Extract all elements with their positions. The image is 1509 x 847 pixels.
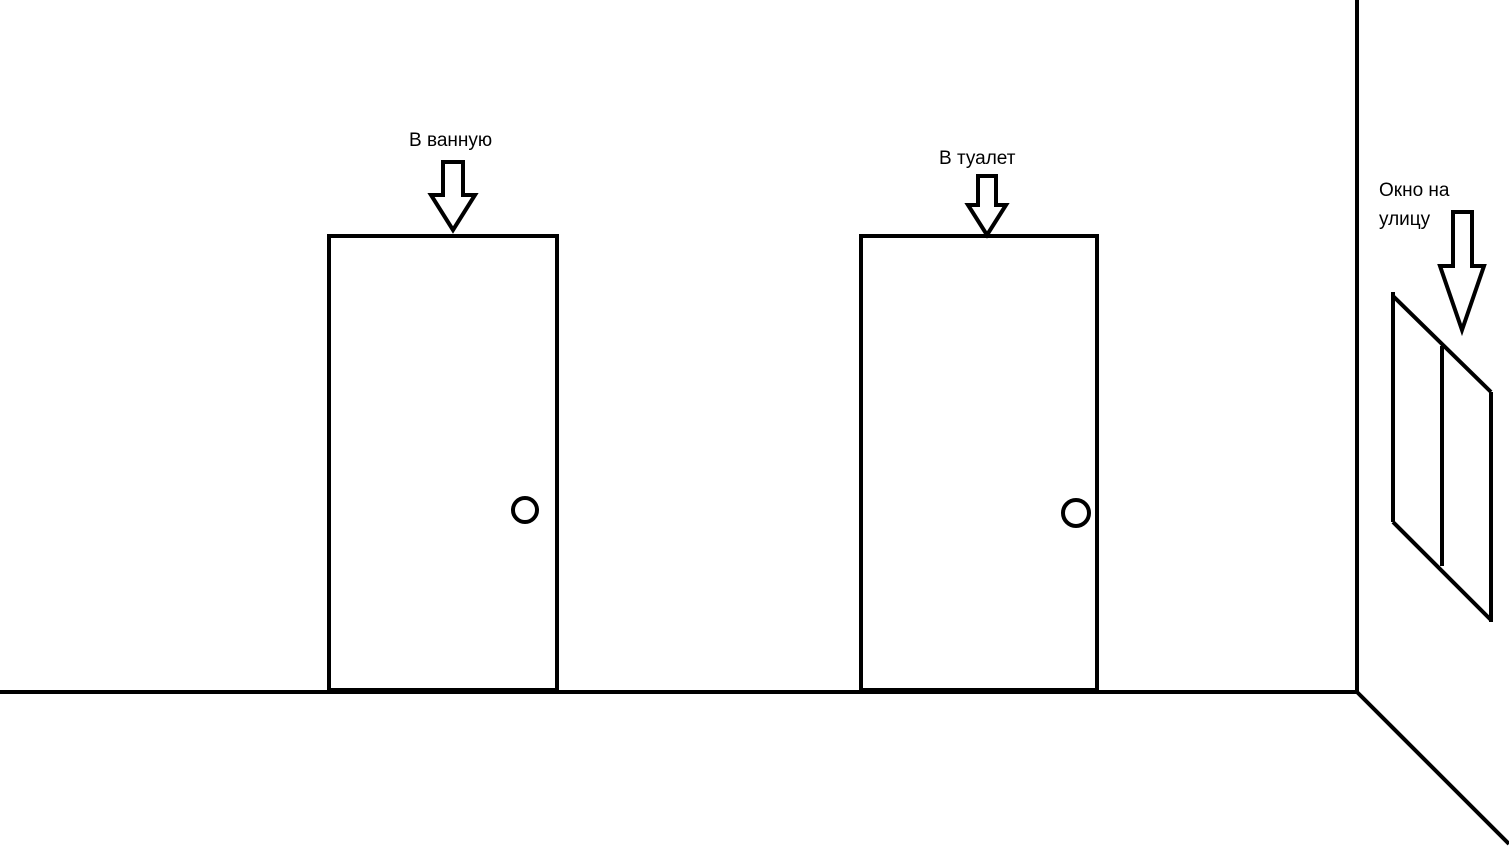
toilet-door: [859, 234, 1099, 692]
toilet-door-knob: [1061, 498, 1091, 528]
window-label-line2: улицу: [1379, 209, 1431, 230]
window-top-edge: [1391, 294, 1493, 394]
bathroom-door: [327, 234, 559, 692]
bathroom-label: В ванную: [409, 130, 493, 151]
toilet-arrow-icon: [964, 174, 1010, 239]
bathroom-door-knob: [511, 496, 539, 524]
toilet-door-frame: [859, 234, 1099, 692]
window-label: Окно на улицу: [1379, 176, 1450, 234]
window-bottom-edge: [1391, 520, 1493, 622]
toilet-label: В туалет: [939, 148, 1016, 169]
window-label-line1: Окно на: [1379, 180, 1450, 201]
window-arrow-icon: [1437, 210, 1487, 337]
window: [1391, 292, 1493, 622]
floor-diagonal: [1355, 690, 1509, 846]
bathroom-arrow-icon: [427, 160, 479, 234]
bathroom-door-frame: [327, 234, 559, 692]
